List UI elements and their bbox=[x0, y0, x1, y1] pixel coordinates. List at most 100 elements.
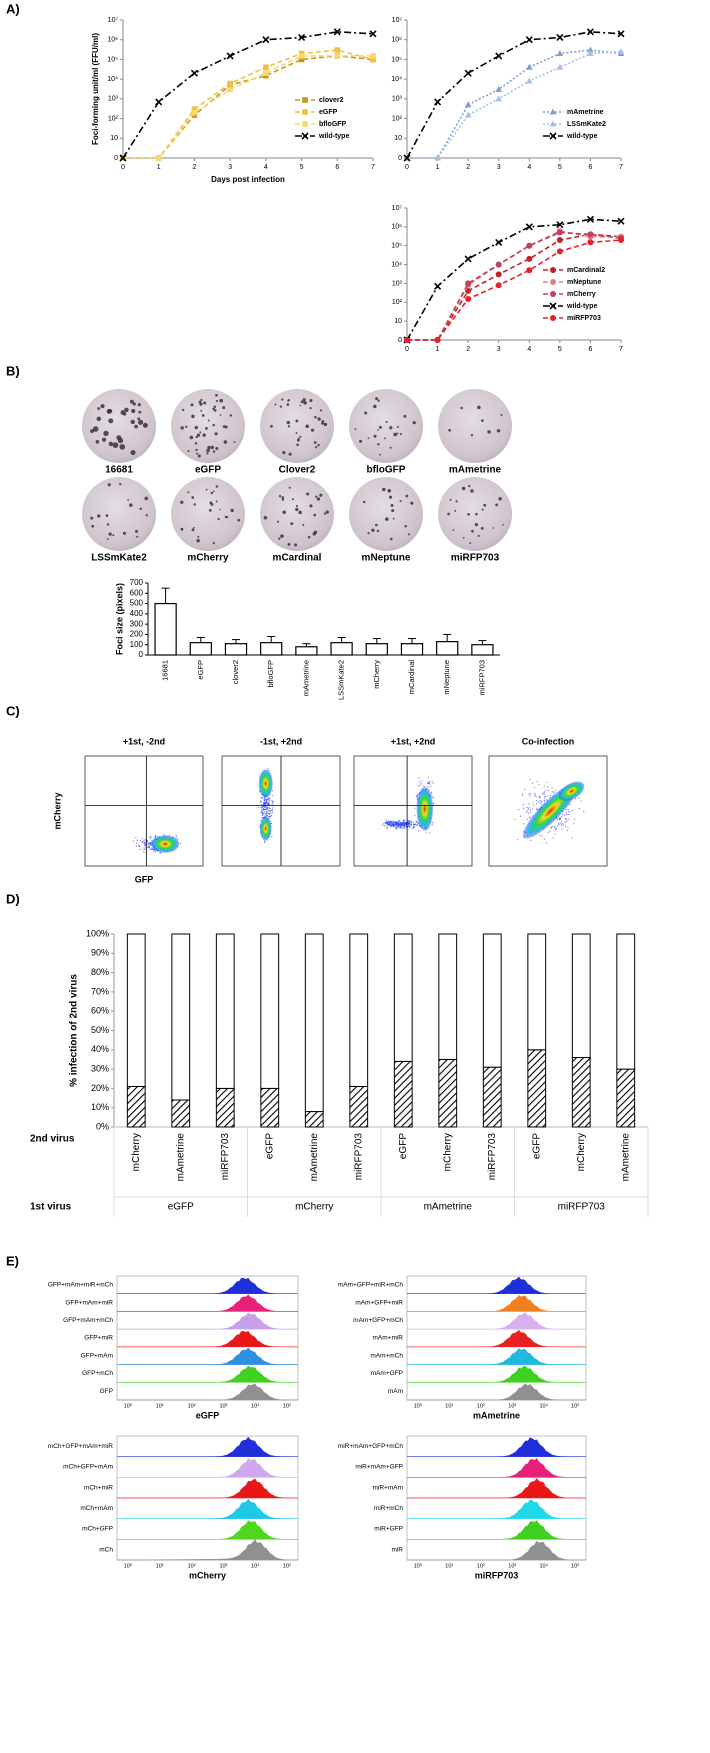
y-tick-label: 10⁴ bbox=[391, 261, 402, 268]
legend-marker bbox=[549, 120, 557, 127]
focus bbox=[317, 417, 321, 421]
event-dot bbox=[259, 800, 262, 802]
event-dot bbox=[395, 820, 397, 823]
focus bbox=[323, 512, 327, 515]
focus bbox=[325, 510, 329, 514]
x-tick-label: 0 bbox=[405, 164, 409, 171]
marker bbox=[298, 56, 305, 63]
event-dot bbox=[144, 845, 146, 847]
event-dot bbox=[522, 804, 524, 806]
event-dot bbox=[525, 811, 528, 814]
y-tick-label: 10³ bbox=[108, 96, 119, 103]
focus bbox=[305, 424, 310, 429]
event-dot bbox=[519, 815, 522, 817]
bar-segment bbox=[616, 1068, 636, 1128]
event-dot bbox=[396, 826, 399, 828]
x-tick-label: 10³ bbox=[508, 1403, 516, 1409]
focus bbox=[106, 523, 110, 526]
row-label: mAm+GFP+miR bbox=[355, 1299, 403, 1306]
event-dot bbox=[261, 811, 263, 814]
focus bbox=[382, 487, 386, 492]
focus bbox=[455, 500, 458, 503]
event-dot bbox=[263, 799, 266, 802]
focus bbox=[281, 498, 285, 501]
event-dot bbox=[153, 850, 155, 852]
focus bbox=[410, 501, 414, 505]
row-label: mCh+GFP+mAm bbox=[63, 1464, 113, 1471]
event-dot bbox=[567, 811, 570, 813]
plaque-label: 16681 bbox=[105, 465, 133, 476]
series-line bbox=[407, 239, 622, 341]
marker bbox=[587, 49, 594, 56]
event-dot bbox=[265, 812, 267, 815]
bar bbox=[224, 643, 248, 656]
x-tick-label: 10² bbox=[477, 1403, 485, 1409]
focus bbox=[215, 485, 219, 488]
event-dot bbox=[267, 806, 269, 809]
event-dot bbox=[154, 835, 156, 838]
focus bbox=[367, 437, 370, 440]
focus bbox=[116, 435, 122, 441]
marker bbox=[587, 46, 594, 53]
well bbox=[82, 477, 156, 551]
bar-segment bbox=[260, 933, 280, 1089]
x-tick-label: 10⁴ bbox=[540, 1562, 549, 1569]
event-dot bbox=[413, 826, 416, 828]
focus bbox=[90, 516, 94, 520]
bar-segment bbox=[438, 1058, 458, 1128]
event-dot bbox=[421, 780, 423, 782]
row-label: mCh+miR bbox=[84, 1484, 113, 1491]
event-dot bbox=[403, 823, 405, 825]
x-tick-label: 10⁴ bbox=[540, 1402, 549, 1409]
flow-y-label: mCherry bbox=[52, 792, 62, 829]
event-dot bbox=[386, 828, 388, 830]
event-dot bbox=[263, 812, 265, 814]
event-dot bbox=[417, 822, 419, 824]
x-tick-label: 10² bbox=[477, 1563, 485, 1569]
y-tick-label: 10⁴ bbox=[107, 76, 118, 83]
event-dot bbox=[534, 795, 536, 797]
y-axis-label: % infection of 2nd virus bbox=[69, 974, 80, 1087]
focus bbox=[449, 498, 452, 501]
event-dot bbox=[150, 848, 153, 850]
row-label: mAm+mCh bbox=[370, 1352, 403, 1359]
bar bbox=[436, 641, 459, 656]
row-label: GFP+mCh bbox=[82, 1370, 113, 1377]
event-dot bbox=[544, 790, 546, 792]
bar bbox=[154, 602, 177, 656]
focus bbox=[112, 442, 119, 448]
event-dot bbox=[566, 830, 569, 832]
focus bbox=[492, 527, 495, 529]
plaque-label: Clover2 bbox=[279, 465, 316, 476]
event-dot bbox=[385, 822, 387, 824]
event-dot bbox=[573, 823, 575, 825]
event-dot bbox=[552, 791, 554, 793]
marker bbox=[298, 53, 305, 59]
event-dot bbox=[566, 820, 568, 822]
event-dot bbox=[538, 783, 540, 786]
histogram bbox=[116, 1347, 299, 1365]
x-axis-label: eGFP bbox=[196, 1410, 220, 1420]
focus bbox=[278, 494, 282, 498]
focus bbox=[131, 408, 136, 414]
focus bbox=[378, 453, 381, 456]
x-tick-label: 2 bbox=[192, 164, 196, 171]
legend-label: LSSmKate2 bbox=[567, 121, 606, 128]
focus bbox=[230, 508, 234, 513]
bar-segment bbox=[527, 1049, 547, 1128]
focus bbox=[191, 528, 195, 532]
event-dot bbox=[270, 812, 272, 814]
focus bbox=[295, 504, 299, 508]
focus bbox=[286, 403, 290, 406]
marker bbox=[556, 229, 563, 236]
event-dot bbox=[263, 841, 266, 843]
event-dot bbox=[561, 828, 563, 830]
focus bbox=[452, 529, 455, 532]
focus bbox=[314, 415, 317, 419]
well bbox=[260, 477, 334, 551]
event-dot bbox=[257, 806, 259, 809]
event-dot bbox=[544, 795, 546, 798]
flow-title: -1st, +2nd bbox=[260, 736, 302, 746]
event-dot bbox=[529, 811, 532, 814]
bar bbox=[189, 642, 212, 656]
